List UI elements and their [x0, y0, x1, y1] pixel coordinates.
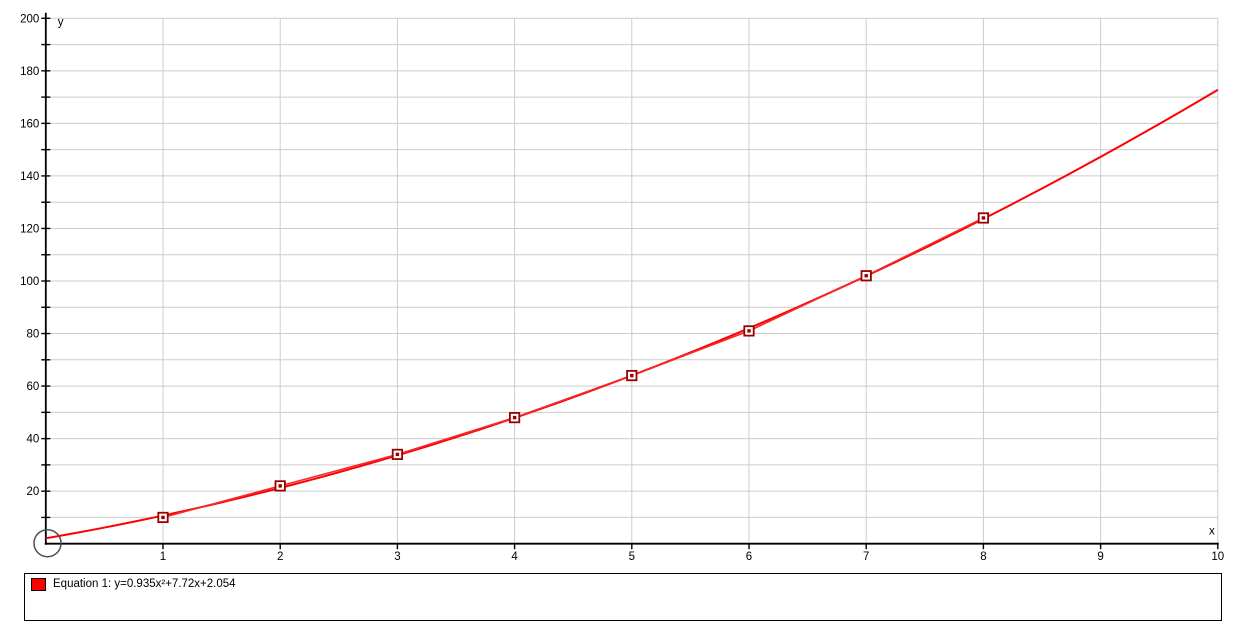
y-tick-label: 160	[20, 118, 39, 130]
x-tick-label: 5	[629, 551, 635, 563]
y-tick-label: 80	[27, 329, 40, 341]
data-point-marker-center	[747, 329, 751, 333]
x-tick-label: 1	[160, 551, 166, 563]
x-tick-label: 10	[1211, 551, 1224, 563]
x-tick-label: 9	[1097, 551, 1103, 563]
data-point-marker-center	[512, 415, 517, 420]
origin-circle[interactable]	[33, 528, 62, 558]
y-tick-label: 140	[20, 171, 39, 183]
legend-box[interactable]: Equation 1: y=0.935x²+7.72x+2.054	[24, 573, 1222, 621]
gridlines	[45, 17, 1219, 544]
x-axis-title: x	[1209, 526, 1215, 538]
y-tick-label: 60	[27, 381, 40, 393]
y-tick-label: 20	[27, 486, 40, 498]
y-axis-title: y	[58, 16, 64, 28]
tick-labels: 20 40 60 80 100 120 140 160 180 200 1 2 3 4 5 6 7 8 9 10 y x	[20, 13, 1224, 563]
data-point-marker-center	[278, 484, 282, 488]
chart-canvas[interactable]: 20 40 60 80 100 120 140 160 180 200 1 2 3 4 5 6 7 8 9 10 y x	[0, 0, 1249, 573]
x-tick-label: 7	[863, 551, 869, 563]
y-tick-label: 200	[20, 13, 39, 25]
data-point-markers[interactable]	[157, 212, 990, 524]
y-tick-label: 40	[27, 434, 40, 446]
y-tick-label: 120	[20, 223, 39, 235]
x-tick-label: 2	[277, 551, 283, 563]
data-point-marker-center	[630, 373, 634, 378]
legend-item-label: Equation 1: y=0.935x²+7.72x+2.054	[53, 578, 236, 590]
data-point-marker-center	[395, 452, 400, 457]
y-tick-label: 180	[20, 66, 39, 78]
x-tick-label: 3	[394, 551, 400, 563]
x-tick-label: 6	[746, 551, 752, 563]
x-tick-label: 4	[511, 551, 518, 563]
legend-item[interactable]: Equation 1: y=0.935x²+7.72x+2.054	[25, 574, 1221, 591]
data-point-marker-center	[981, 216, 986, 220]
x-tick-label: 8	[980, 551, 986, 563]
y-tick-label: 100	[20, 276, 39, 288]
data-series-line[interactable]	[162, 217, 984, 519]
data-point-marker-center	[161, 515, 165, 520]
legend-key-swatch	[31, 578, 46, 591]
data-point-marker-center	[864, 274, 868, 278]
ticks	[41, 17, 1219, 550]
